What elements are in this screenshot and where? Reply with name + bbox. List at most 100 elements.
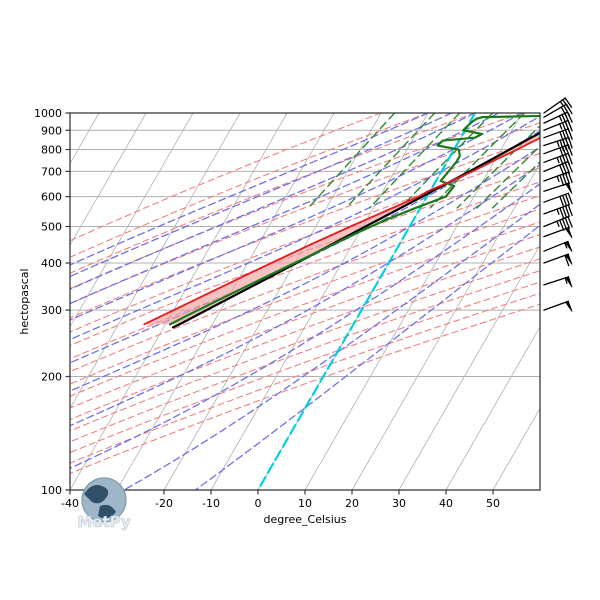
barb-full-feather — [562, 173, 568, 186]
metpy-logo-text: MetPy — [77, 513, 131, 531]
barb-shaft — [543, 136, 570, 147]
x-tick-label: 0 — [255, 497, 262, 510]
wind-barb — [543, 276, 573, 288]
dry-adiabat-line — [70, 181, 540, 360]
zero-degree-isotherm — [256, 113, 477, 490]
barb-half-feather — [558, 115, 563, 122]
barb-full-feather — [564, 97, 573, 108]
barb-half-feather — [559, 123, 563, 130]
barb-half-feather — [556, 208, 560, 215]
dry-adiabat-lines — [70, 113, 540, 474]
barb-full-feather — [562, 130, 568, 142]
wind-barb — [543, 171, 573, 187]
x-tick-label: 50 — [486, 497, 500, 510]
x-axis-title: degree_Celsius — [263, 513, 346, 526]
moist-adiabat-line — [70, 113, 476, 290]
wind-barb — [543, 240, 573, 252]
barb-shaft — [543, 103, 568, 118]
barb-shaft — [543, 161, 569, 173]
dry-adiabat-line — [70, 281, 540, 454]
wind-barb — [543, 227, 573, 239]
barb-shaft — [543, 253, 569, 264]
barb-shaft — [543, 171, 569, 182]
barb-full-feather — [567, 216, 573, 228]
wind-barb — [543, 204, 573, 220]
dry-adiabat-line — [70, 137, 540, 319]
y-tick-label: 700 — [41, 165, 62, 178]
mixing-ratio-line — [429, 113, 526, 209]
y-tick-label: 600 — [41, 191, 62, 204]
isotherm-line — [445, 325, 540, 490]
barb-full-feather — [559, 131, 565, 143]
barb-half-feather — [556, 175, 560, 183]
moist-adiabat-line — [70, 113, 429, 266]
isotherm-line — [210, 113, 429, 490]
plot-border — [69, 112, 541, 491]
isotherm-line — [492, 407, 540, 490]
wind-barb — [543, 97, 573, 114]
barb-half-feather — [556, 140, 560, 148]
isotherm-line — [163, 113, 382, 490]
moist-adiabat-line — [70, 130, 540, 364]
barb-pennant — [564, 300, 573, 312]
barb-shaft — [543, 111, 569, 124]
barb-half-feather — [559, 100, 565, 107]
dry-adiabat-line — [70, 167, 540, 347]
barb-full-feather — [563, 104, 570, 116]
barb-full-feather — [559, 147, 565, 159]
wind-barb — [543, 182, 573, 194]
barb-shaft — [543, 144, 569, 155]
axes-frame — [69, 112, 541, 491]
barb-full-feather — [559, 195, 565, 208]
mixing-ratio-line — [368, 113, 461, 209]
dry-adiabat-line — [70, 292, 540, 464]
background-lines — [70, 113, 540, 490]
metpy-globe-logo: MetPy — [77, 477, 131, 531]
barb-full-feather — [559, 219, 565, 231]
barb-full-feather — [567, 192, 573, 205]
barb-half-feather — [556, 220, 560, 227]
y-tick-label: 800 — [41, 144, 62, 157]
barb-full-feather — [567, 204, 573, 216]
barb-half-feather — [556, 156, 560, 164]
isotherm-line — [398, 244, 540, 490]
barb-full-feather — [562, 194, 568, 207]
barb-shaft — [543, 227, 569, 238]
pressure-gridlines — [70, 113, 540, 490]
dry-adiabat-line — [70, 113, 476, 274]
barb-full-feather — [562, 99, 570, 110]
wind-barb — [543, 128, 573, 143]
barb-full-feather — [559, 174, 565, 187]
dry-adiabat-line — [70, 208, 540, 385]
mixing-ratio-line — [456, 124, 540, 209]
x-tick-label: -20 — [155, 497, 173, 510]
mixing-ratio-line — [491, 161, 540, 209]
barb-full-feather — [559, 155, 565, 168]
x-tick-label: 30 — [392, 497, 406, 510]
wind-barb — [543, 161, 573, 176]
barb-full-feather — [559, 207, 565, 220]
y-tick-label: 900 — [41, 124, 62, 137]
y-tick-label: 300 — [41, 304, 62, 317]
barb-full-feather — [567, 171, 573, 184]
barb-shaft — [543, 128, 569, 139]
isotherm-line — [351, 162, 540, 490]
moist-adiabat-line — [70, 183, 540, 470]
barb-full-feather — [564, 172, 570, 185]
barb-shaft — [543, 182, 570, 192]
barb-full-feather — [560, 106, 568, 118]
barb-full-feather — [561, 114, 568, 126]
barb-shaft — [543, 192, 569, 203]
wind-barb — [543, 119, 573, 134]
moist-adiabat-line — [70, 113, 523, 321]
isotherm-line — [70, 113, 288, 490]
x-tick-label: -40 — [61, 497, 79, 510]
dry-adiabat-line — [70, 113, 382, 242]
y-tick-label: 1000 — [34, 107, 62, 120]
isotherm-lines — [70, 113, 540, 490]
moist-adiabat-lines — [70, 113, 540, 490]
barb-shaft — [543, 240, 569, 252]
isotherm-line — [70, 113, 147, 246]
